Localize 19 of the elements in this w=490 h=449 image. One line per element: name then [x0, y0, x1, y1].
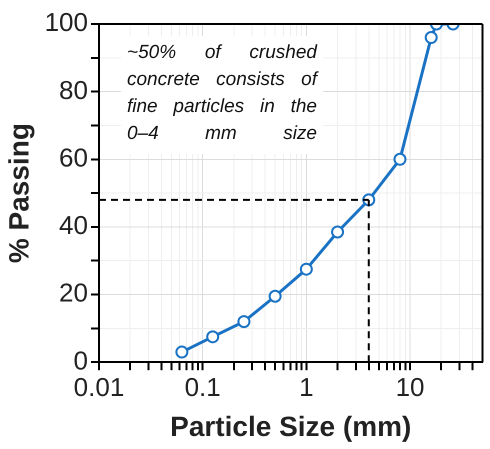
y-tick-label: 60: [59, 142, 88, 172]
x-tick-label: 10: [396, 372, 424, 402]
y-tick-label: 80: [59, 74, 88, 105]
point: [237, 315, 250, 328]
x-tick-label: 0.1: [184, 372, 221, 402]
point: [175, 346, 188, 359]
text: ~50% of crushed concrete consists of fine particles in the 0–4 mm size: [126, 42, 317, 144]
x-axis-title: Particle Size (mm): [170, 410, 412, 442]
point: [300, 262, 313, 276]
y-tick-label: 20: [59, 278, 88, 308]
y-axis-title: % Passing: [4, 123, 35, 264]
point: [206, 330, 220, 344]
point: [393, 152, 406, 166]
x-tick-label: 1: [299, 372, 314, 402]
point: [331, 225, 344, 238]
point: [268, 290, 282, 303]
y-tick-label: 40: [59, 210, 88, 240]
point: [424, 31, 438, 44]
y-tick-label: 100: [44, 7, 88, 38]
